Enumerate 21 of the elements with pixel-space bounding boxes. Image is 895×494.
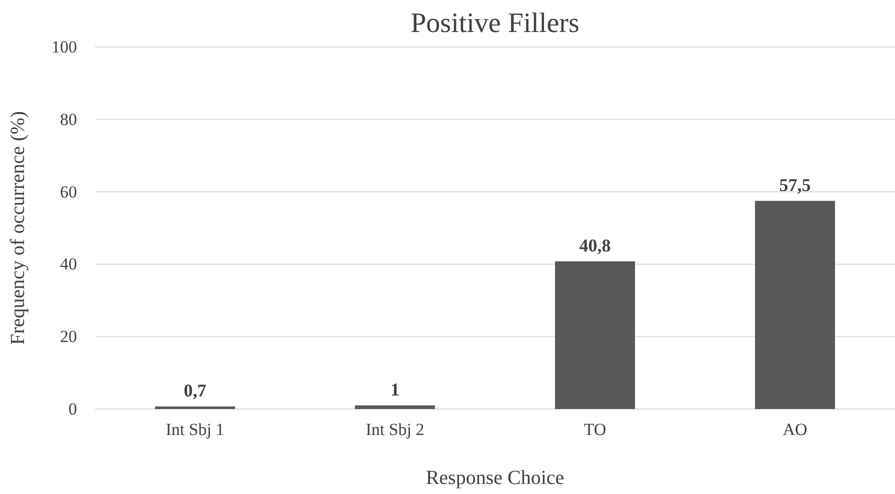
y-tick-label: 40 (60, 254, 77, 274)
bar (155, 406, 235, 409)
bar (355, 405, 435, 409)
y-tick-label: 80 (60, 110, 77, 129)
bar (555, 261, 635, 409)
data-label: 40,8 (579, 235, 611, 256)
y-axis-title: Frequency of occurrence (%) (7, 111, 29, 345)
y-tick-label: 60 (60, 182, 77, 202)
x-axis-title: Response Choice (426, 467, 564, 489)
y-tick-label: 0 (68, 399, 77, 418)
x-tick-label: Int Sbj 2 (366, 420, 424, 440)
x-tick-label: Int Sbj 1 (166, 420, 224, 440)
data-label: 0,7 (184, 380, 206, 400)
data-label: 57,5 (779, 174, 811, 195)
data-label: 1 (390, 379, 400, 400)
y-tick-label: 100 (52, 37, 77, 56)
x-tick-label: AO (782, 420, 808, 440)
bar (755, 200, 835, 409)
chart-title: Positive Fillers (410, 8, 580, 39)
x-tick-label: TO (584, 420, 606, 440)
y-tick-label: 20 (60, 327, 77, 346)
